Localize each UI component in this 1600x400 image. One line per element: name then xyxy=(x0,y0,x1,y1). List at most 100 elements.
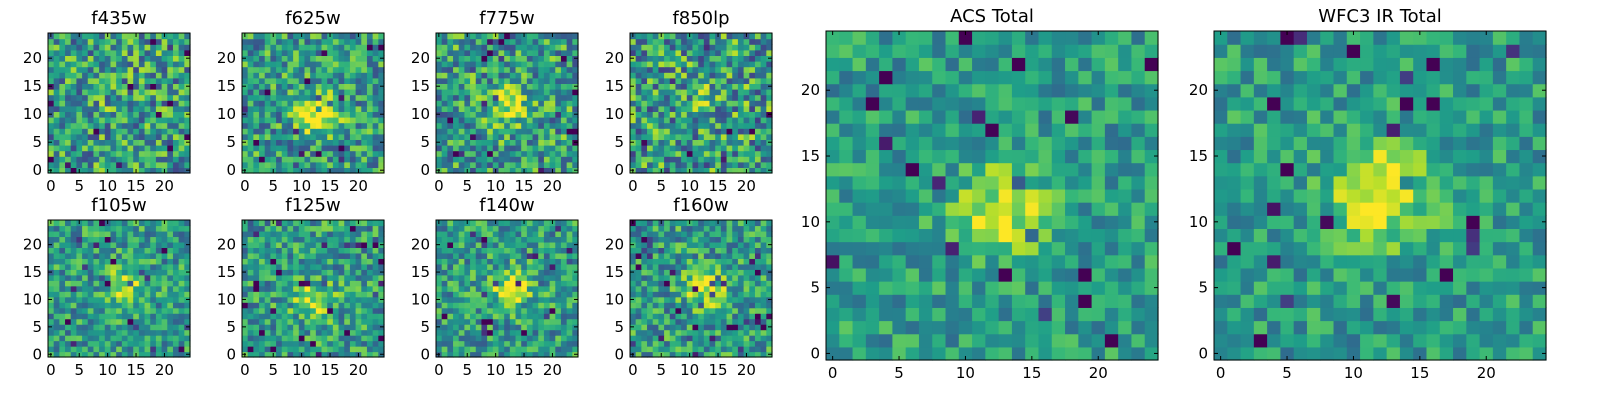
heatmap-cell xyxy=(726,122,733,129)
heatmap-cell xyxy=(481,269,488,276)
heatmap-cell xyxy=(709,128,716,135)
heatmap-cell xyxy=(504,33,511,40)
heatmap-cell xyxy=(481,156,488,163)
heatmap-cell xyxy=(749,89,756,96)
heatmap-cell xyxy=(372,263,379,270)
y-tick-label: 5 xyxy=(420,318,430,336)
heatmap-cell xyxy=(298,329,306,336)
heatmap-cell xyxy=(458,100,465,107)
heatmap-cell xyxy=(658,313,665,320)
heatmap-cell xyxy=(298,161,306,168)
heatmap-cell xyxy=(532,335,539,342)
heatmap-cell xyxy=(698,89,705,96)
heatmap-cell xyxy=(441,89,448,96)
heatmap-cell xyxy=(332,296,340,303)
heatmap-cell xyxy=(104,230,112,238)
heatmap-cell xyxy=(447,167,454,174)
heatmap-cell xyxy=(321,269,328,276)
heatmap-cell xyxy=(509,44,517,51)
heatmap-cell xyxy=(458,291,465,298)
heatmap-cell xyxy=(138,346,146,353)
heatmap-cell xyxy=(366,145,374,152)
heatmap-cell xyxy=(104,335,112,342)
heatmap-cell xyxy=(184,128,191,135)
heatmap-cell xyxy=(338,139,345,146)
heatmap-cell xyxy=(720,61,728,68)
heatmap-cell xyxy=(344,296,351,303)
heatmap-cell xyxy=(692,38,699,45)
heatmap-cell xyxy=(310,258,317,265)
heatmap-cell xyxy=(749,105,756,112)
heatmap-cell xyxy=(242,128,249,135)
heatmap-cell xyxy=(315,38,323,45)
heatmap-cell xyxy=(504,340,511,347)
heatmap-cell xyxy=(492,269,500,276)
heatmap-cell xyxy=(65,329,72,336)
heatmap-cell xyxy=(65,247,72,254)
heatmap-cell xyxy=(521,105,528,112)
heatmap-cell xyxy=(281,285,289,292)
heatmap-cell xyxy=(760,128,767,135)
heatmap-cell xyxy=(766,133,773,140)
heatmap-cell xyxy=(59,55,66,62)
heatmap-cell xyxy=(715,117,722,124)
heatmap-cell xyxy=(178,274,185,281)
heatmap-cell xyxy=(658,156,665,163)
heatmap-cell xyxy=(630,156,637,163)
heatmap-cell xyxy=(270,105,277,112)
heatmap-cell xyxy=(167,55,174,62)
heatmap-cell xyxy=(635,329,642,336)
heatmap-cell xyxy=(447,258,454,265)
heatmap-cell xyxy=(664,128,671,135)
heatmap-cell xyxy=(344,291,351,298)
heatmap-cell xyxy=(270,161,277,168)
heatmap-cell xyxy=(304,307,311,314)
heatmap-cell xyxy=(698,44,705,51)
heatmap-cell xyxy=(475,346,483,353)
heatmap-cell xyxy=(93,156,100,163)
heatmap-cell xyxy=(104,252,112,259)
heatmap-cell xyxy=(538,61,545,68)
heatmap-cell xyxy=(555,313,562,320)
heatmap-cell xyxy=(287,122,294,129)
heatmap-cell xyxy=(526,38,534,45)
heatmap-cell xyxy=(355,55,362,62)
heatmap-cell xyxy=(532,269,539,276)
heatmap-cell xyxy=(144,291,151,298)
heatmap-cell xyxy=(87,340,95,347)
heatmap-cell xyxy=(692,72,699,79)
y-tick-label: 10 xyxy=(23,105,42,123)
heatmap-cell xyxy=(150,307,157,314)
heatmap-cell xyxy=(93,55,100,62)
heatmap-cell xyxy=(560,161,568,168)
heatmap-cell xyxy=(453,44,460,51)
heatmap-cell xyxy=(53,258,60,265)
heatmap-cell xyxy=(681,111,688,118)
heatmap-cell xyxy=(355,100,362,107)
heatmap-cell xyxy=(167,117,174,124)
heatmap-cell xyxy=(543,145,551,152)
y-tick-label: 15 xyxy=(217,77,236,95)
heatmap-cell xyxy=(447,128,454,135)
heatmap-cell xyxy=(464,122,471,129)
heatmap-cell xyxy=(715,83,722,90)
heatmap-cell xyxy=(144,302,151,309)
heatmap-cell xyxy=(178,291,185,298)
heatmap-cell xyxy=(315,49,323,56)
heatmap-cell xyxy=(475,94,483,101)
heatmap-cell xyxy=(543,220,551,227)
heatmap-cell xyxy=(281,247,289,254)
heatmap-cell xyxy=(349,230,357,238)
heatmap-cell xyxy=(732,156,739,163)
heatmap-cell xyxy=(698,340,705,347)
heatmap-cell xyxy=(178,220,185,227)
heatmap-cell xyxy=(509,139,517,146)
heatmap-cell xyxy=(70,139,77,146)
heatmap-cell xyxy=(270,302,277,309)
heatmap-cell xyxy=(172,313,180,320)
heatmap-cell xyxy=(184,252,191,259)
heatmap-cell xyxy=(436,274,443,281)
heatmap-cell xyxy=(754,280,762,287)
y-tick-label: 10 xyxy=(23,290,42,308)
heatmap-cell xyxy=(315,220,323,227)
